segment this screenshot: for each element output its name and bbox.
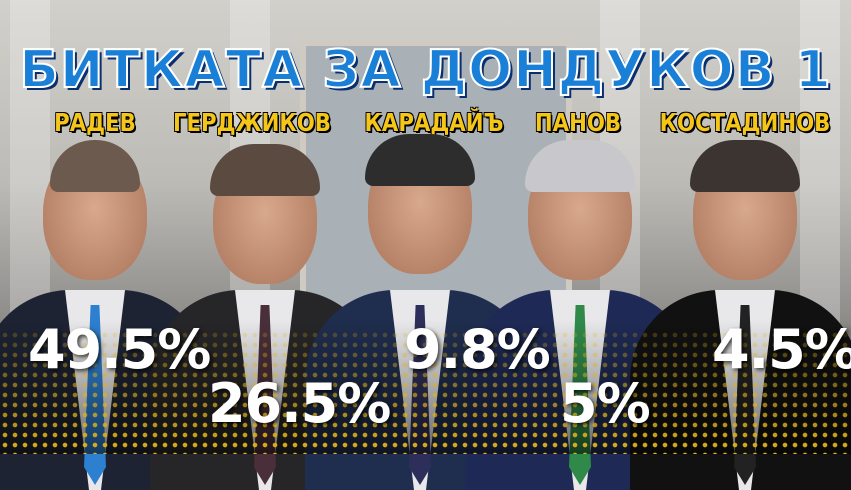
percent-label: 5% (560, 372, 651, 435)
headline: БИТКАТА ЗА ДОНДУКОВ 1 (18, 39, 832, 101)
candidate-name: КАРАДАЙЪ (364, 108, 504, 137)
candidate-name: ГЕРДЖИКОВ (173, 108, 331, 137)
percent-label: 49.5% (28, 318, 211, 381)
candidate-name: КОСТАДИНОВ (659, 108, 831, 137)
percent-label: 9.8% (404, 318, 551, 381)
column (10, 0, 50, 330)
percent-label: 4.5% (712, 318, 851, 381)
candidate-name: ПАНОВ (534, 108, 622, 137)
column (800, 0, 840, 330)
candidate-name: РАДЕВ (54, 108, 136, 137)
dot-pattern (0, 330, 851, 454)
percent-label: 26.5% (208, 372, 391, 435)
